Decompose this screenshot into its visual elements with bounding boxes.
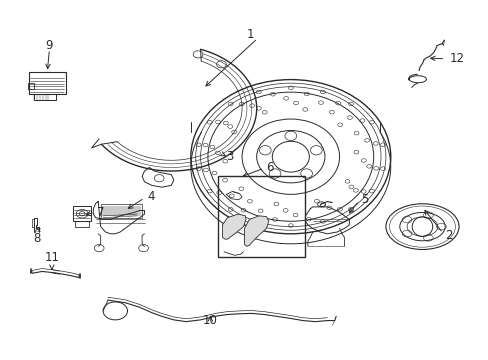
Text: 4: 4 (147, 190, 154, 203)
Bar (75, 221, 89, 226)
Text: 6: 6 (266, 161, 273, 174)
Text: 10: 10 (203, 315, 217, 328)
Bar (34, 94, 56, 100)
Bar (28, 83, 34, 89)
Bar (101, 204, 142, 218)
Polygon shape (222, 214, 245, 239)
Text: 1: 1 (246, 28, 254, 41)
Text: 7: 7 (97, 206, 104, 219)
Text: 5: 5 (361, 193, 368, 206)
Bar (73, 206, 91, 221)
Text: 11: 11 (44, 251, 59, 264)
Text: 3: 3 (225, 150, 233, 163)
Text: 2: 2 (445, 229, 452, 242)
Bar (217, 176, 305, 257)
Bar (29, 72, 65, 94)
Text: 8: 8 (34, 232, 41, 245)
Text: 12: 12 (448, 52, 463, 65)
Text: 9: 9 (45, 39, 53, 52)
Polygon shape (244, 216, 268, 246)
